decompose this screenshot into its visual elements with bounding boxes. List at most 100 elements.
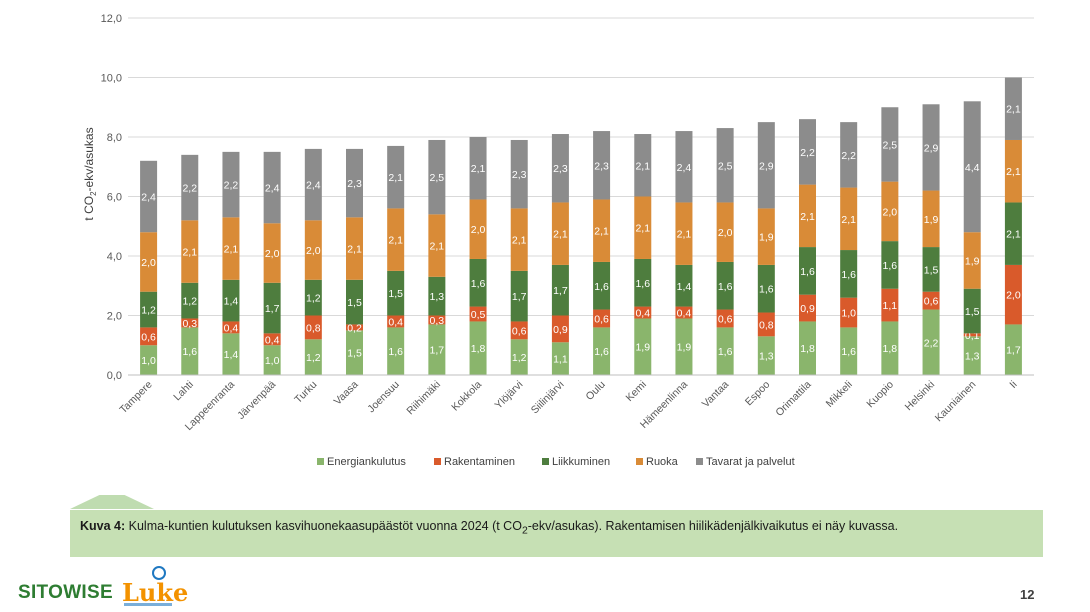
bar-segment [140,160,158,233]
legend-label: Energiankulutus [327,456,406,468]
x-tick-label: Orimattila [773,379,813,419]
legend-label: Liikkuminen [552,456,610,468]
bar-segment [799,119,816,185]
bar-segment [881,321,899,375]
data-label: 1,7 [1006,345,1021,357]
data-label: 0,6 [141,331,156,343]
bar-segment [634,318,652,375]
bar-segment [1004,202,1022,265]
x-tick-label: Turku [292,379,319,406]
x-tick-label: Lahti [171,379,196,404]
bar-segment [922,309,940,375]
data-label: 1,6 [800,266,815,278]
data-label: 1,2 [306,352,321,364]
bar-segment [593,309,611,328]
bar-segment [675,306,693,319]
bar-segment [799,184,816,248]
bar-segment [346,324,363,331]
bar-segment [634,196,652,259]
bar-segment [428,276,446,316]
data-label: 1,1 [553,354,568,366]
bar-segment [181,154,199,221]
bar-segment [346,330,363,375]
data-label: 1,6 [388,346,403,358]
bar-segment [222,333,240,375]
data-label: 1,9 [635,342,650,354]
bar-segment [922,190,940,248]
data-label: 1,4 [224,349,239,361]
data-label: 2,1 [182,247,197,259]
data-label: 2,1 [512,235,527,247]
data-label: 2,1 [1006,229,1021,241]
caption-text-end: -ekv/asukas). Rakentamisen hiilikädenjäl… [527,519,899,533]
bar-segment [716,202,734,262]
data-label: 0,5 [471,309,486,321]
data-label: 1,4 [677,281,692,293]
caption-tab-decoration [70,495,154,509]
x-tick-label: Järvenpää [235,379,278,422]
bar-segment [140,232,158,292]
y-tick-label: 6,0 [107,192,122,204]
data-label: 1,9 [759,232,774,244]
luke-logo: Luke [122,578,189,607]
bar-segment [469,306,487,322]
data-label: 1,6 [841,269,856,281]
bar-segment [428,324,446,375]
bar-segment [716,327,734,375]
bar-segment [551,134,569,203]
data-label: 1,6 [182,346,197,358]
bar-segment [304,220,322,280]
bar-segment [551,202,569,265]
y-tick-label: 0,0 [107,370,122,382]
y-tick-label: 10,0 [101,73,122,85]
data-label: 1,8 [883,343,898,355]
bar-segment [963,336,981,375]
data-label: 0,3 [430,315,445,327]
bar-segment [346,217,363,280]
data-label: 1,5 [347,297,362,309]
data-label: 2,3 [347,178,362,190]
bar-segment [304,339,322,375]
bar-segment [757,264,775,313]
bar-segment [469,321,487,375]
x-tick-label: Kuopio [864,379,896,411]
bar-segment [387,270,405,316]
data-label: 0,4 [677,308,692,320]
caption-text: Kulma-kuntien kulutuksen kasvihuonekaasu… [125,519,522,533]
data-label: 0,3 [182,318,197,330]
bar-segment [593,131,611,200]
bar-segment [469,199,487,259]
bar-segment [757,312,775,337]
data-label: 1,6 [718,346,733,358]
x-tick-label: Oulu [584,379,608,403]
data-label: 2,0 [265,248,280,260]
data-label: 2,4 [265,183,280,195]
legend-label: Ruoka [646,456,679,468]
x-tick-label: Tampere [117,379,154,416]
data-label: 1,7 [553,285,568,297]
data-label: 2,1 [635,223,650,235]
data-label: 2,4 [677,162,692,174]
data-label: 2,1 [430,241,445,253]
y-tick-label: 12,0 [101,13,122,25]
data-label: 0,6 [924,296,939,308]
data-label: 0,4 [388,316,403,328]
bar-segment [634,306,652,319]
data-label: 1,5 [924,264,939,276]
bar-segment [963,232,981,289]
legend-label: Tavarat ja palvelut [706,456,795,468]
bar-segment [840,327,858,375]
bar-segment [428,139,446,215]
bar-segment [799,247,816,295]
bar-segment [263,151,281,224]
data-label: 1,6 [841,346,856,358]
x-tick-label: Kokkola [449,379,484,414]
luke-logo-underline [124,603,172,606]
legend-swatch [542,458,549,465]
data-label: 1,2 [306,293,321,305]
bar-segment [963,333,981,337]
bar-segment [675,131,693,203]
bar-segment [963,101,981,233]
bar-segment [799,294,816,322]
legend-swatch [696,458,703,465]
